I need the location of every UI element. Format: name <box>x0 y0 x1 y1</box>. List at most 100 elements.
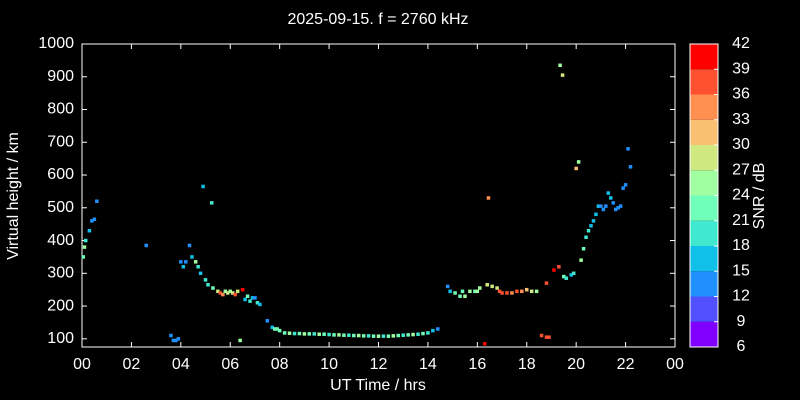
point <box>539 333 544 338</box>
point <box>591 219 596 223</box>
y-tick-label: 600 <box>47 166 74 183</box>
point <box>184 260 188 264</box>
point <box>468 289 472 294</box>
point <box>211 286 215 290</box>
point <box>604 204 608 208</box>
colorbar-tick-label: 15 <box>732 262 750 279</box>
point <box>510 291 514 295</box>
point <box>187 243 192 248</box>
colorbar-label: SNR / dB <box>751 163 768 230</box>
colorbar-band <box>690 69 718 95</box>
point <box>579 258 583 262</box>
point <box>92 217 97 221</box>
point <box>201 184 205 189</box>
point <box>287 331 292 335</box>
x-tick-label: 16 <box>468 356 486 373</box>
colorbar-tick-label: 39 <box>732 60 750 77</box>
point <box>90 219 94 223</box>
point <box>243 297 247 302</box>
point <box>478 286 482 290</box>
colorbar-band <box>690 170 718 196</box>
y-tick-label: 900 <box>47 68 74 85</box>
point <box>552 268 556 272</box>
point <box>401 333 405 337</box>
point <box>347 333 351 337</box>
point <box>594 212 598 217</box>
point <box>628 165 633 169</box>
x-axis-label: UT Time / hrs <box>330 377 426 394</box>
point <box>416 332 420 336</box>
point <box>332 333 336 337</box>
colorbar-tick-label: 9 <box>737 313 746 330</box>
point <box>277 328 282 333</box>
point <box>544 335 549 339</box>
point <box>258 302 262 307</box>
colorbar-tick-label: 33 <box>732 111 750 128</box>
x-tick-label: 18 <box>518 356 536 373</box>
colorbar-band <box>690 94 718 120</box>
point <box>171 338 176 343</box>
point <box>82 245 87 249</box>
x-tick-label: 02 <box>123 356 141 373</box>
point <box>361 334 366 338</box>
colorbar-tick-label: 12 <box>732 288 750 305</box>
point <box>623 183 628 187</box>
point <box>574 166 578 171</box>
x-tick-label: 06 <box>221 356 239 373</box>
point <box>144 243 148 248</box>
point <box>221 292 225 297</box>
point <box>426 331 430 335</box>
point <box>557 264 561 269</box>
point <box>529 289 534 294</box>
point <box>230 291 235 295</box>
point <box>445 284 450 289</box>
point <box>599 204 603 208</box>
point <box>253 296 257 300</box>
point <box>337 333 341 337</box>
colorbar-band <box>690 246 718 272</box>
point <box>366 334 371 338</box>
colorbar-tick-label: 27 <box>732 161 750 178</box>
colorbar-tick-label: 36 <box>732 86 750 103</box>
point <box>576 160 581 164</box>
point <box>342 333 346 337</box>
point <box>448 289 452 294</box>
x-tick-label: 08 <box>271 356 289 373</box>
colorbar-band <box>690 220 718 246</box>
colorbar-tick-label: 21 <box>732 212 750 229</box>
point <box>235 289 240 294</box>
point <box>458 294 462 298</box>
colorbar-band <box>690 44 718 70</box>
point <box>431 328 435 333</box>
point <box>626 147 630 151</box>
y-tick-label: 800 <box>47 101 74 118</box>
x-tick-label: 14 <box>419 356 437 373</box>
point <box>616 206 620 210</box>
point <box>275 327 279 331</box>
point <box>621 186 625 190</box>
chart-title: 2025-09-15. f = 2760 kHz <box>287 11 468 28</box>
point <box>611 201 615 205</box>
point <box>216 289 220 294</box>
x-tick-label: 04 <box>172 356 190 373</box>
point <box>562 274 566 279</box>
point <box>569 273 573 277</box>
point <box>265 319 270 323</box>
point <box>520 289 524 294</box>
point <box>596 204 601 208</box>
point <box>83 238 88 243</box>
point <box>411 332 415 337</box>
point <box>581 246 586 251</box>
x-tick-label: 20 <box>567 356 585 373</box>
point <box>169 333 173 338</box>
point <box>558 63 562 68</box>
point <box>386 334 391 338</box>
colorbar-tick-label: 6 <box>737 338 746 355</box>
y-tick-label: 100 <box>47 330 74 347</box>
colorbar-tick-label: 24 <box>732 187 750 204</box>
point <box>206 283 210 287</box>
colorbar-band <box>690 321 718 347</box>
colorbar-band <box>690 271 718 297</box>
